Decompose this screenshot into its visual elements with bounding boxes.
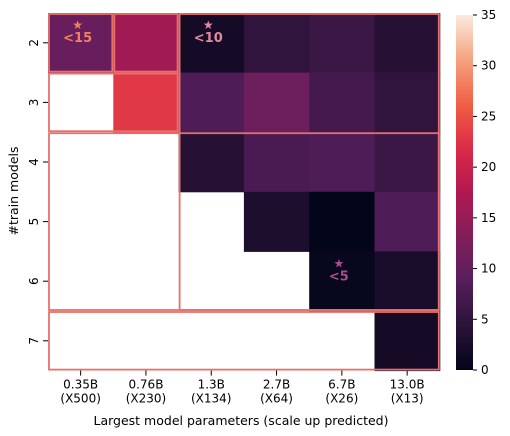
heatmap-cell xyxy=(309,13,375,74)
threshold-label: <10 xyxy=(194,31,223,46)
region-outline xyxy=(48,132,440,311)
y-tick-label: 6 xyxy=(27,277,41,285)
heatmap-cell xyxy=(48,13,114,74)
x-tick-label: (X500) xyxy=(60,392,101,406)
heatmap-cell xyxy=(243,132,310,193)
heatmap-cell xyxy=(374,72,441,133)
star-marker: ★ xyxy=(333,256,344,270)
heatmap-cell xyxy=(243,13,310,74)
y-tick-label: 4 xyxy=(27,158,41,166)
heatmap-cell xyxy=(374,251,441,312)
x-axis-title: Largest model parameters (scale up predi… xyxy=(94,413,389,428)
y-tick-label: 3 xyxy=(27,99,41,107)
heatmap-cell xyxy=(309,132,375,193)
heatmap-cell xyxy=(309,191,375,252)
threshold-label: <5 xyxy=(329,269,349,284)
heatmap-cell xyxy=(374,13,441,74)
heatmap-cell xyxy=(374,311,441,372)
x-tick-label: 0.35B xyxy=(63,378,98,392)
heatmap-cell xyxy=(243,191,310,252)
colorbar-tick-label: 20 xyxy=(481,160,496,174)
region-outline xyxy=(48,72,179,133)
heatmap-cell xyxy=(374,132,441,193)
heatmap-cell xyxy=(178,132,245,193)
x-tick-label: (X230) xyxy=(126,392,167,406)
threshold-label: <15 xyxy=(63,31,92,46)
region-outline xyxy=(113,13,179,73)
heatmap-cell xyxy=(178,72,245,133)
x-tick-label: 6.7B xyxy=(328,378,355,392)
heatmap-cell xyxy=(113,13,180,74)
x-tick-label: (X26) xyxy=(325,392,358,406)
colorbar-tick-label: 10 xyxy=(481,262,496,276)
region-outlines xyxy=(48,13,440,371)
x-tick-label: 2.7B xyxy=(263,378,290,392)
heatmap-cell xyxy=(178,13,245,74)
colorbar-tick-label: 35 xyxy=(481,8,496,22)
colorbar-ticks: 0 5 10 15 20 25 30 35 xyxy=(473,8,496,377)
x-axis-ticks: 0.35B(X500) 0.76B(X230) 1.3B(X134) 2.7B(X64… xyxy=(60,370,425,406)
heatmap-cell xyxy=(309,251,375,312)
colorbar-tick-label: 0 xyxy=(481,363,489,377)
y-tick-label: 5 xyxy=(27,218,41,226)
colorbar-tick-label: 25 xyxy=(481,109,496,123)
colorbar-tick-label: 5 xyxy=(481,312,489,326)
heatmap-cell xyxy=(309,72,375,133)
y-tick-label: 7 xyxy=(27,337,41,345)
x-tick-label: (X64) xyxy=(260,392,293,406)
y-axis-ticks: 2 3 4 5 6 7 xyxy=(27,39,48,345)
y-tick-label: 2 xyxy=(27,39,41,47)
region-outline xyxy=(48,311,440,371)
heatmap-cell xyxy=(113,72,180,133)
y-axis-title: #train models xyxy=(6,147,21,236)
region-outline xyxy=(48,13,114,73)
heatmap-cell xyxy=(374,191,441,252)
colorbar-tick-label: 15 xyxy=(481,211,496,225)
star-marker: ★ xyxy=(203,18,214,32)
cell-annotations: ★<15★<10★<5 xyxy=(63,18,349,284)
star-marker: ★ xyxy=(72,18,83,32)
x-tick-label: 13.0B xyxy=(390,378,425,392)
colorbar-tick-label: 30 xyxy=(481,59,496,73)
x-tick-label: (X134) xyxy=(191,392,232,406)
colorbar xyxy=(456,15,473,370)
heatmap-cell xyxy=(243,72,310,133)
x-tick-label: (X13) xyxy=(391,392,424,406)
x-tick-label: 1.3B xyxy=(198,378,225,392)
x-tick-label: 0.76B xyxy=(128,378,163,392)
heatmap-cells xyxy=(48,13,441,372)
